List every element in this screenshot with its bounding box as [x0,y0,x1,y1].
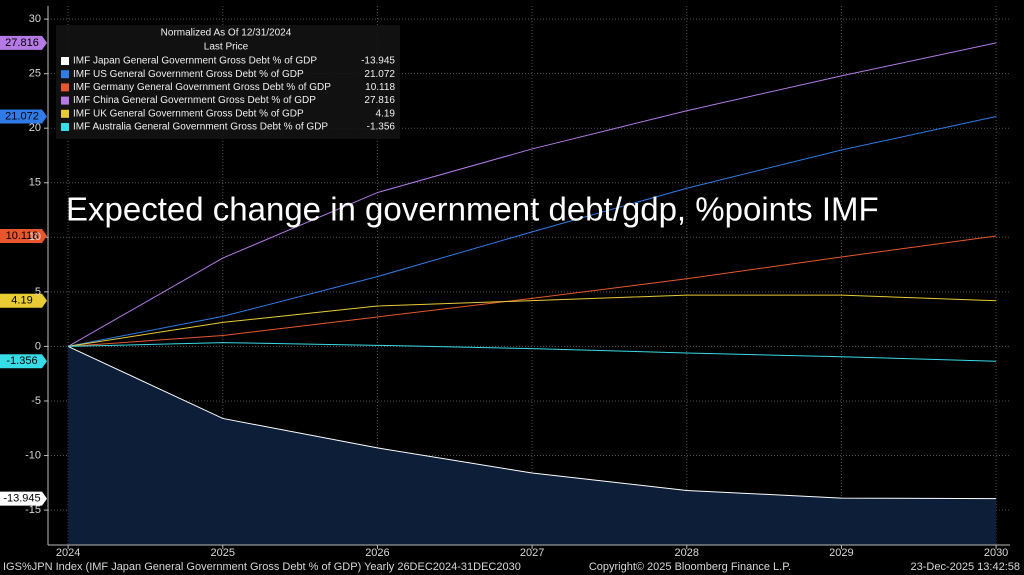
y-tick-label: 30 [29,13,41,25]
legend-title: Normalized As Of 12/31/2024 [161,28,292,39]
x-tick-label: 2030 [984,547,1008,559]
y-tick-label: -15 [25,504,41,516]
value-badge-label: -1.356 [6,355,37,367]
y-tick-label: 20 [29,122,41,134]
legend-subtitle: Last Price [204,42,249,53]
legend-label: IMF Australia General Government Gross D… [73,122,328,133]
series-line [67,42,997,347]
legend-label: IMF China General Government Gross Debt … [73,95,316,106]
series-line [68,342,997,362]
legend-label: IMF UK General Government Gross Debt % o… [73,108,304,119]
plot-area [67,42,997,545]
value-badge [0,35,47,50]
series-line [68,294,997,347]
legend-value: 4.19 [376,108,396,119]
last-value-badges: -13.945 21.072 10.118 27.816 4.19 -1.356 [0,35,47,506]
footer-left: IGS%JPN Index (IMF Japan General Governm… [3,561,521,573]
legend-value: -13.945 [361,56,395,67]
legend-value: 21.072 [364,69,395,80]
x-tick-label: 2025 [211,547,235,559]
x-tick-label: 2027 [520,547,544,559]
footer-right: 23-Dec-2025 13:42:58 [911,561,1020,573]
legend-box [56,25,400,139]
value-badge-label: -13.945 [3,492,40,504]
series-area [68,346,997,545]
footer-center: Copyright© 2025 Bloomberg Finance L.P. [589,561,791,573]
legend-label: IMF Germany General Government Gross Deb… [73,82,331,93]
annotation: Expected change in government debt/gdp, … [66,191,879,228]
legend-swatch [61,96,69,105]
x-tick-label: 2026 [365,547,389,559]
y-tick-label: 15 [29,177,41,189]
y-tick-label: -10 [25,449,41,461]
y-tick-label: 0 [35,340,41,352]
legend-swatch [61,70,69,79]
value-badge-label: 10.118 [6,230,39,242]
legend-swatch [61,57,69,65]
legend-label: IMF Japan General Government Gross Debt … [73,56,317,67]
legend-swatch [61,109,69,118]
y-tick-label: -5 [31,395,41,407]
legend-swatch [61,123,69,131]
x-tick-label: 2028 [675,547,699,559]
series-line [67,345,997,500]
value-badge [0,491,47,506]
y-tick-label: 25 [29,68,41,80]
value-badge-label: 21.072 [5,110,39,122]
legend-value: -1.356 [367,122,396,133]
x-tick-label: 2024 [56,547,80,559]
legend-value: 27.816 [364,95,395,106]
value-badge-label: 4.19 [11,295,32,307]
x-tick-label: 2029 [829,547,853,559]
y-tick-label: 5 [35,286,41,298]
series-line [68,116,997,347]
legend-value: 10.118 [365,82,395,93]
value-badge-label: 27.816 [5,37,39,49]
value-badge [0,293,47,308]
y-tick-label: 10 [29,231,41,243]
legend-label: IMF US General Government Gross Debt % o… [73,69,304,80]
value-badge [0,109,47,124]
legend: Normalized As Of 12/31/2024 Last Price I… [56,25,400,139]
legend-swatch [61,83,69,92]
value-badge [0,229,47,244]
value-badge [0,354,47,369]
series-line [68,235,997,347]
